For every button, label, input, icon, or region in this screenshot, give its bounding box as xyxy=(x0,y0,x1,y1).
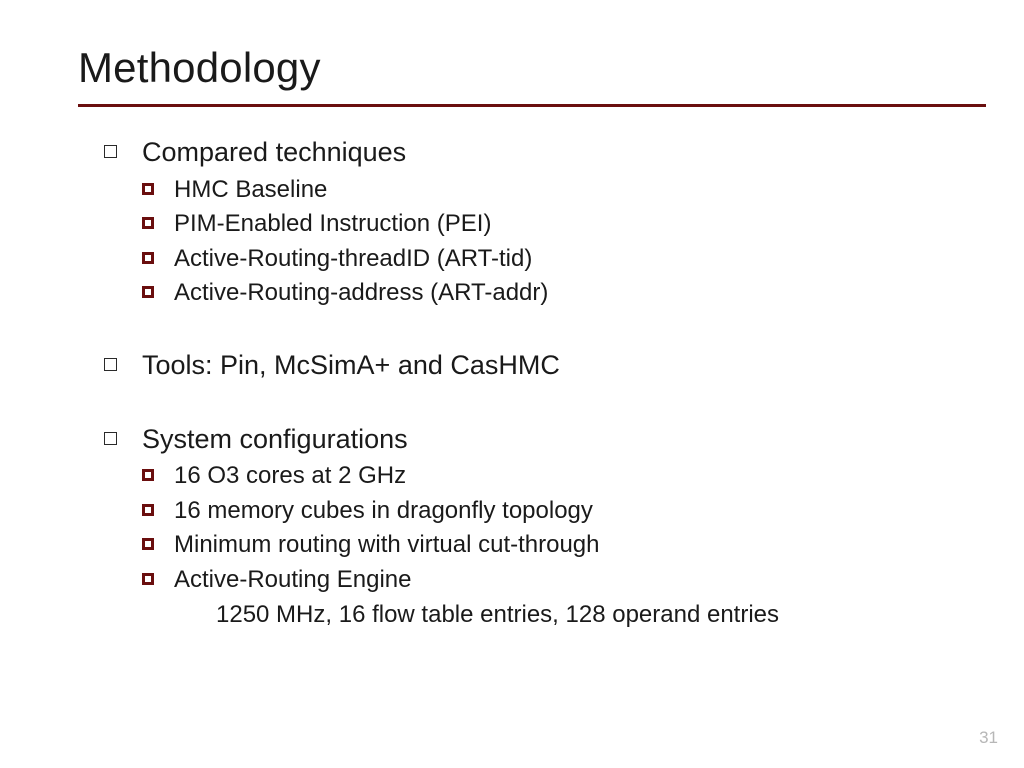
section-heading: Compared techniques xyxy=(142,137,406,167)
page-number: 31 xyxy=(979,728,998,748)
slide-title: Methodology xyxy=(78,44,986,92)
list-item: 16 memory cubes in dragonfly topology xyxy=(142,494,986,528)
list-item: 16 O3 cores at 2 GHz xyxy=(142,459,986,493)
section-sysconfig: System configurations 16 O3 cores at 2 G… xyxy=(104,422,986,632)
list-item: Active-Routing-address (ART-addr) xyxy=(142,276,986,310)
sysconfig-items: 16 O3 cores at 2 GHz 16 memory cubes in … xyxy=(142,459,986,631)
list-item: PIM-Enabled Instruction (PEI) xyxy=(142,207,986,241)
section-heading: Tools: Pin, McSimA+ and CasHMC xyxy=(142,350,560,380)
bullet-list: Compared techniques HMC Baseline PIM-Ena… xyxy=(104,135,986,631)
list-item: Active-Routing-threadID (ART-tid) xyxy=(142,242,986,276)
list-item-subdetail: 1250 MHz, 16 flow table entries, 128 ope… xyxy=(174,598,986,632)
list-item: Active-Routing Engine 1250 MHz, 16 flow … xyxy=(142,563,986,631)
section-compared: Compared techniques HMC Baseline PIM-Ena… xyxy=(104,135,986,310)
list-item-label: Active-Routing Engine xyxy=(174,566,411,593)
section-tools: Tools: Pin, McSimA+ and CasHMC xyxy=(104,348,986,384)
list-item: HMC Baseline xyxy=(142,173,986,207)
title-rule xyxy=(78,104,986,107)
list-item: Minimum routing with virtual cut-through xyxy=(142,528,986,562)
compared-items: HMC Baseline PIM-Enabled Instruction (PE… xyxy=(142,173,986,310)
section-heading: System configurations xyxy=(142,424,408,454)
slide: Methodology Compared techniques HMC Base… xyxy=(0,0,1024,768)
